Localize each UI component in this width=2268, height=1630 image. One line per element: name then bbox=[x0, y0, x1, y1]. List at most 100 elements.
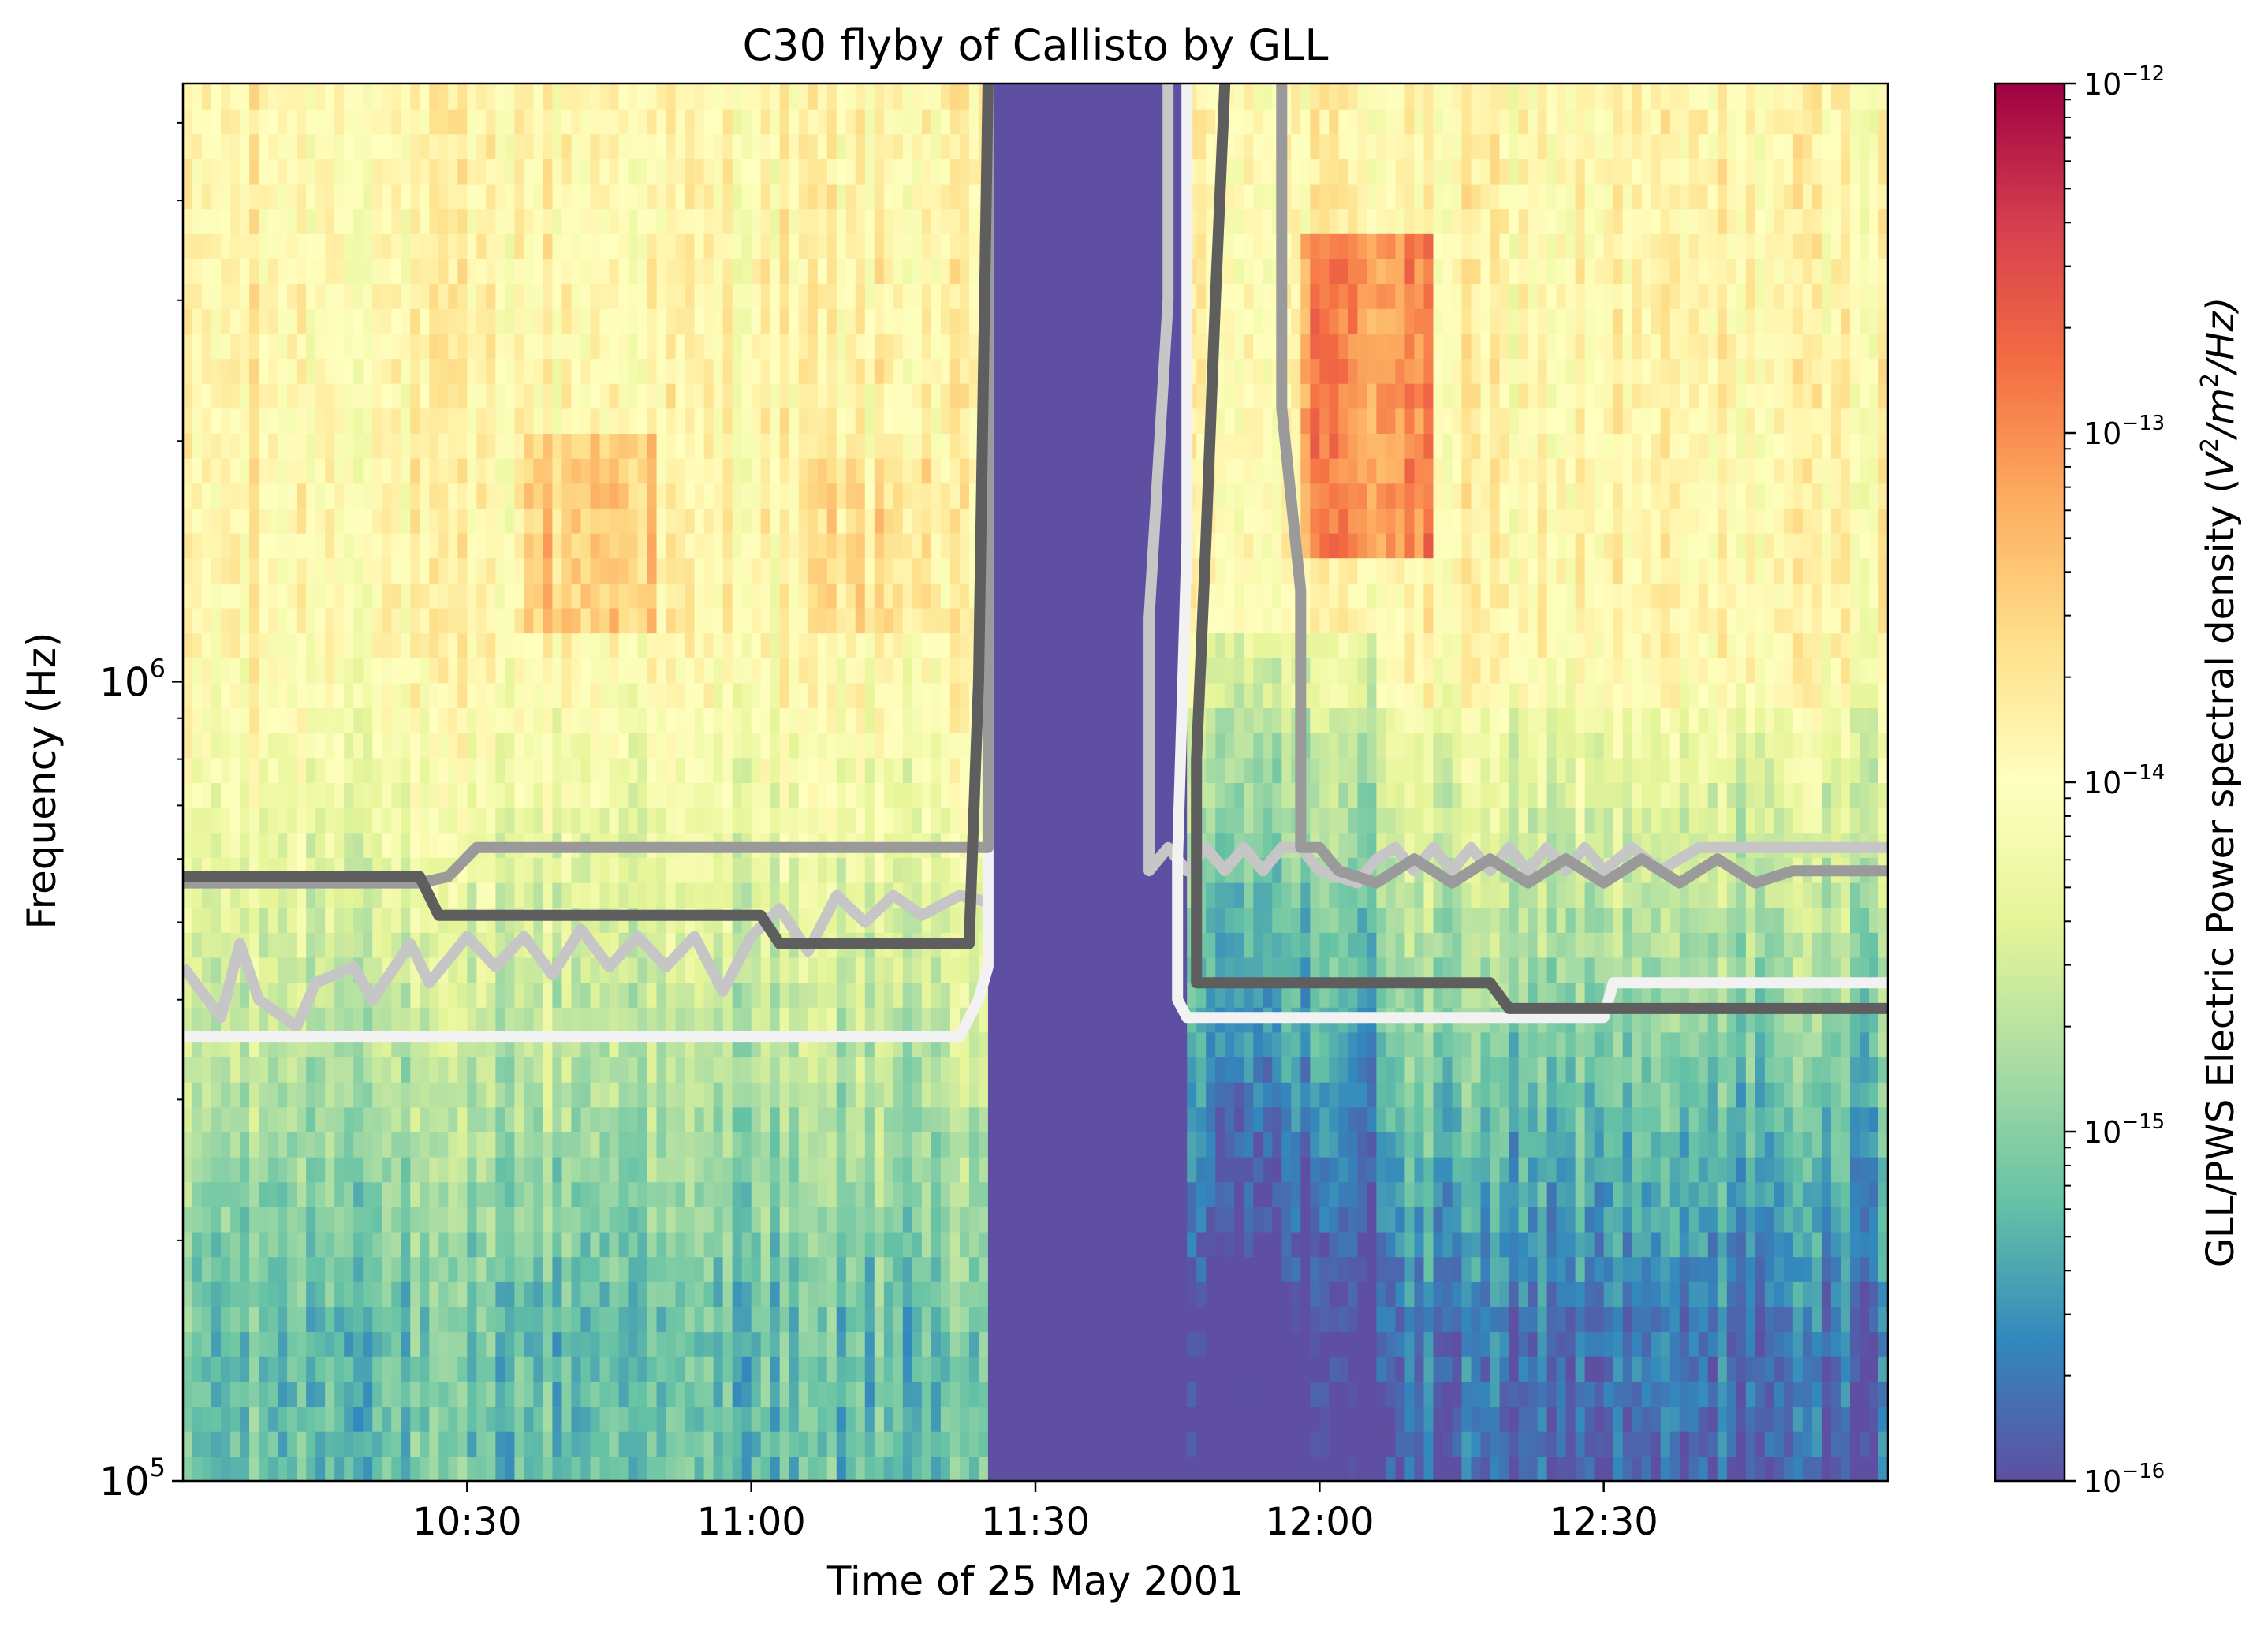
heatmap-cell bbox=[457, 1356, 468, 1382]
heatmap-cell bbox=[968, 1081, 979, 1108]
heatmap-cell bbox=[183, 258, 194, 285]
heatmap-cell bbox=[874, 158, 885, 185]
heatmap-cell bbox=[836, 358, 847, 384]
heatmap-cell bbox=[732, 382, 743, 409]
heatmap-cell bbox=[760, 1057, 771, 1083]
heatmap-cell bbox=[334, 807, 345, 834]
heatmap-cell bbox=[202, 1156, 213, 1183]
heatmap-cell bbox=[675, 607, 686, 634]
heatmap-cell bbox=[410, 907, 421, 933]
heatmap-cell bbox=[618, 807, 629, 834]
heatmap-cell bbox=[912, 1331, 923, 1357]
heatmap-cell bbox=[420, 1331, 431, 1357]
heatmap-cell bbox=[628, 208, 639, 234]
heatmap-cell bbox=[770, 558, 781, 584]
heatmap-cell bbox=[429, 607, 440, 634]
heatmap-cell bbox=[183, 1331, 194, 1357]
heatmap-cell bbox=[798, 957, 809, 983]
heatmap-cell bbox=[571, 483, 582, 509]
heatmap-cell bbox=[609, 707, 620, 733]
heatmap-cell bbox=[505, 558, 516, 584]
heatmap-cell bbox=[694, 1181, 705, 1207]
heatmap-cell bbox=[353, 1132, 364, 1158]
heatmap-cell bbox=[808, 1132, 819, 1158]
heatmap-cell bbox=[959, 1256, 970, 1282]
heatmap-cell bbox=[760, 258, 771, 285]
heatmap-cell bbox=[902, 1430, 913, 1457]
heatmap-cell bbox=[552, 1132, 563, 1158]
heatmap-cell bbox=[656, 183, 667, 210]
heatmap-cell bbox=[391, 483, 402, 509]
heatmap-cell bbox=[438, 732, 449, 759]
heatmap-cell bbox=[514, 507, 525, 534]
heatmap-cell bbox=[552, 233, 563, 259]
heatmap-cell bbox=[760, 707, 771, 733]
heatmap-cell bbox=[571, 283, 582, 309]
heatmap-cell bbox=[240, 682, 251, 709]
heatmap-cell bbox=[1006, 258, 1017, 285]
heatmap-cell bbox=[486, 382, 497, 409]
heatmap-cell bbox=[524, 1381, 535, 1408]
heatmap-cell bbox=[514, 183, 525, 210]
heatmap-cell bbox=[1016, 982, 1027, 1008]
heatmap-cell bbox=[599, 732, 610, 759]
heatmap-cell bbox=[202, 258, 213, 285]
heatmap-cell bbox=[524, 632, 535, 658]
heatmap-cell bbox=[202, 1356, 213, 1382]
heatmap-cell bbox=[221, 782, 232, 808]
heatmap-cell bbox=[297, 133, 308, 159]
heatmap-cell bbox=[183, 183, 194, 210]
heatmap-cell bbox=[883, 558, 894, 584]
heatmap-cell bbox=[798, 1181, 809, 1207]
heatmap-cell bbox=[751, 1081, 762, 1108]
heatmap-cell bbox=[817, 1132, 828, 1158]
heatmap-cell bbox=[561, 782, 573, 808]
heatmap-cell bbox=[722, 133, 733, 159]
heatmap-cell bbox=[344, 607, 355, 634]
heatmap-cell bbox=[438, 1306, 449, 1333]
heatmap-cell bbox=[297, 258, 308, 285]
heatmap-cell bbox=[192, 882, 203, 908]
heatmap-cell bbox=[259, 707, 270, 733]
heatmap-cell bbox=[675, 1057, 686, 1083]
heatmap-cell bbox=[656, 408, 667, 434]
heatmap-cell bbox=[751, 507, 762, 534]
heatmap-cell bbox=[401, 258, 412, 285]
heatmap-cell bbox=[533, 1057, 544, 1083]
heatmap-cell bbox=[202, 1181, 213, 1207]
heatmap-cell bbox=[883, 433, 894, 459]
heatmap-cell bbox=[647, 233, 658, 259]
heatmap-cell bbox=[940, 233, 951, 259]
heatmap-cell bbox=[315, 807, 326, 834]
heatmap-cell bbox=[978, 1231, 989, 1258]
heatmap-cell bbox=[760, 233, 771, 259]
heatmap-cell bbox=[401, 1132, 412, 1158]
heatmap-cell bbox=[732, 532, 743, 559]
heatmap-cell bbox=[703, 183, 714, 210]
heatmap-cell bbox=[505, 1406, 516, 1432]
heatmap-cell bbox=[240, 457, 251, 484]
heatmap-cell bbox=[845, 856, 856, 883]
heatmap-cell bbox=[883, 382, 894, 409]
heatmap-cell bbox=[297, 632, 308, 658]
heatmap-cell bbox=[429, 1456, 440, 1481]
heatmap-cell bbox=[912, 457, 923, 484]
heatmap-cell bbox=[770, 732, 781, 759]
heatmap-cell bbox=[836, 732, 847, 759]
heatmap-cell bbox=[278, 1281, 289, 1307]
heatmap-cell bbox=[656, 84, 667, 110]
heatmap-cell bbox=[514, 408, 525, 434]
heatmap-cell bbox=[240, 1256, 251, 1282]
heatmap-cell bbox=[902, 457, 913, 484]
heatmap-cell bbox=[808, 1206, 819, 1233]
heatmap-cell bbox=[817, 358, 828, 384]
heatmap-cell bbox=[202, 1057, 213, 1083]
heatmap-cell bbox=[268, 358, 279, 384]
heatmap-cell bbox=[722, 358, 733, 384]
heatmap-cell bbox=[344, 1106, 355, 1132]
heatmap-cell bbox=[306, 1331, 317, 1357]
heatmap-cell bbox=[325, 1281, 336, 1307]
heatmap-cell bbox=[912, 558, 923, 584]
heatmap-cell bbox=[183, 382, 194, 409]
heatmap-cell bbox=[779, 1406, 790, 1432]
